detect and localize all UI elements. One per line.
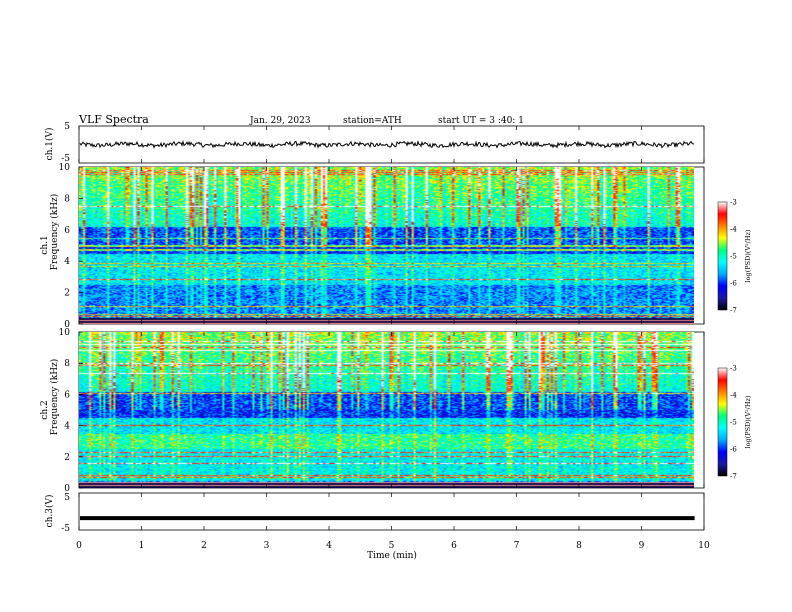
x-tick-label-3: 3 bbox=[264, 541, 270, 551]
ch3-ytick-bottom: -5 bbox=[61, 524, 70, 534]
ch2-spec-yticks-label-2: 6 bbox=[64, 390, 70, 400]
ch2-spec-yticks-label-4: 2 bbox=[64, 453, 70, 463]
x-tick-label-0: 0 bbox=[76, 541, 82, 551]
x-tick-label-10: 10 bbox=[698, 541, 710, 551]
x-tick-label-9: 9 bbox=[639, 541, 645, 551]
ch1-colorbar: -3 -4 -5 -6 -7 log(PSD)(V²/Hz) bbox=[717, 199, 752, 315]
ch1-spectrogram-image bbox=[79, 167, 694, 324]
x-axis-label: Time (min) bbox=[367, 550, 417, 561]
cb1-ticks-label-4: -7 bbox=[730, 307, 737, 315]
ch2-spec-yticks-label-5: 0 bbox=[64, 484, 70, 494]
ch2-spec-ylabel-line1: ch.2 bbox=[40, 400, 50, 419]
x-tick-label-1: 1 bbox=[139, 541, 145, 551]
ch1-colorbar-label: log(PSD)(V²/Hz) bbox=[744, 229, 752, 282]
ch2-colorbar: -3 -4 -5 -6 -7 log(PSD)(V²/Hz) bbox=[717, 365, 752, 481]
ch2-spec-yticks-label-0: 10 bbox=[59, 328, 71, 338]
x-tick-label-7: 7 bbox=[514, 541, 520, 551]
cb2-ticks-label-0: -3 bbox=[730, 365, 737, 373]
x-tick-label-5: 5 bbox=[389, 541, 395, 551]
ch1-spectrogram-panel: 10 8 6 4 2 0 ch.1 Frequency (kHz) -3 -4 -5 -6 -7 … bbox=[40, 163, 752, 330]
cb2-ticks-label-1: -4 bbox=[730, 392, 737, 400]
ch1-spec-yticks-label-4: 2 bbox=[64, 289, 70, 299]
ch2-spec-yticks-label-1: 8 bbox=[64, 359, 70, 369]
ch3-waveform-panel: 5 -5 ch.3(V) bbox=[44, 492, 705, 534]
ch1-spec-yticks-label-1: 8 bbox=[64, 194, 70, 204]
ch1-waveform-panel: 5 -5 ch.1(V) bbox=[44, 122, 705, 164]
ch1-spec-yticks-label-3: 4 bbox=[64, 257, 70, 267]
cb1-ticks-label-0: -3 bbox=[730, 199, 737, 207]
ch1-spec-yticks-label-5: 0 bbox=[64, 320, 70, 330]
cb1-ticks-label-1: -4 bbox=[730, 226, 737, 234]
x-tick-label-6: 6 bbox=[451, 541, 457, 551]
ch1-spec-yticks-label-2: 6 bbox=[64, 226, 70, 236]
ch2-spec-yticks-label-3: 4 bbox=[64, 422, 70, 432]
cb2-ticks-label-4: -7 bbox=[730, 473, 737, 481]
cb2-ticks-label-3: -6 bbox=[730, 446, 737, 454]
ch1-waveform-trace bbox=[79, 139, 695, 149]
ch1-spec-ylabel-line2: Frequency (kHz) bbox=[49, 194, 60, 271]
ch2-colorbar-label: log(PSD)(V²/Hz) bbox=[744, 395, 752, 448]
ch2-spectrogram-image bbox=[79, 332, 694, 488]
cb1-ticks-label-2: -5 bbox=[730, 253, 737, 261]
ch1-ytick-bottom: -5 bbox=[61, 154, 70, 164]
ch1-spec-yticks-label-0: 10 bbox=[59, 163, 71, 173]
figure-title: VLF Spectra bbox=[78, 113, 149, 126]
cb2-ticks-label-2: -5 bbox=[730, 419, 737, 427]
ch1-spec-ylabel-line1: ch.1 bbox=[40, 235, 50, 254]
ch3-ylabel: ch.3(V) bbox=[44, 495, 55, 528]
x-tick-label-4: 4 bbox=[326, 541, 332, 551]
ch3-ytick-top: 5 bbox=[64, 493, 70, 503]
header-start-time: start UT = 3 :40: 1 bbox=[438, 116, 524, 126]
ch1-ylabel: ch.1(V) bbox=[44, 128, 55, 161]
ch2-spectrogram-panel: 10 8 6 4 2 0 ch.2 Frequency (kHz) -3 -4 -5 -6 -7 … bbox=[40, 328, 752, 494]
x-tick-label-2: 2 bbox=[201, 541, 207, 551]
ch2-spec-ylabel-line2: Frequency (kHz) bbox=[49, 359, 60, 436]
x-tick-label-8: 8 bbox=[576, 541, 582, 551]
cb1-ticks-label-3: -6 bbox=[730, 280, 737, 288]
header-date: Jan. 29, 2023 bbox=[249, 116, 311, 126]
header-station: station=ATH bbox=[343, 116, 402, 126]
ch1-ytick-top: 5 bbox=[64, 122, 70, 132]
